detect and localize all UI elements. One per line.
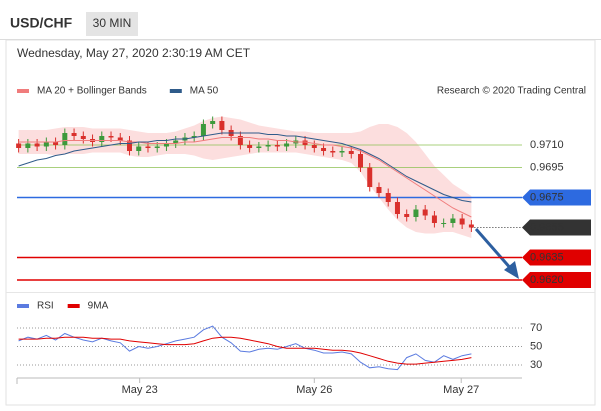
y-tick-label: 30 [530, 359, 542, 371]
candle-body [256, 146, 262, 148]
candle-body [431, 215, 437, 223]
legend-swatch [17, 304, 29, 308]
candle-body [367, 167, 373, 187]
candle-body [247, 145, 253, 148]
candle-body [358, 154, 363, 168]
candle-body [43, 142, 49, 147]
candle-body [136, 146, 142, 151]
legend-label: MA 50 [190, 86, 219, 97]
candle-body [145, 146, 151, 148]
level-tag [522, 189, 591, 206]
candle-body [154, 146, 160, 148]
legend-swatch [67, 304, 80, 308]
candle-body [450, 218, 456, 223]
x-tick-label: May 23 [122, 384, 158, 396]
legend-label: 9MA [88, 301, 109, 312]
candle-body [99, 136, 105, 142]
bollinger-band [18, 116, 472, 238]
candle-body [422, 209, 428, 216]
candle-body [34, 143, 40, 147]
symbol: USD/CHF [10, 15, 73, 31]
ma-line [18, 132, 472, 203]
level-tag [522, 272, 591, 288]
timeframe: 30 MIN [93, 16, 132, 30]
candle-body [117, 137, 123, 141]
candle-body [80, 136, 86, 139]
candle-body [219, 121, 225, 130]
candle-body [385, 193, 391, 202]
candle-body [321, 148, 327, 151]
candle-body [413, 209, 419, 217]
candle-body [265, 145, 271, 147]
rsi-line [18, 336, 472, 365]
x-tick-label: May 26 [296, 384, 332, 396]
candle-body [163, 143, 169, 147]
level-label: 0.9695 [530, 161, 564, 173]
level-label: 0.9675 [530, 191, 564, 203]
candle-body [127, 140, 132, 151]
candle-body [108, 136, 114, 138]
y-tick-label: 70 [530, 322, 542, 334]
candle-body [441, 223, 447, 224]
ma-line [18, 137, 472, 218]
candle-body [25, 143, 31, 148]
candle-body [191, 136, 197, 138]
level-tag [522, 249, 591, 266]
level-label: 0.9620 [530, 274, 564, 286]
candle-body [71, 133, 77, 136]
level-tag [522, 219, 591, 236]
candle-body [339, 151, 345, 153]
legend-label: MA 20 + Bollinger Bands [37, 86, 147, 97]
candle-body [173, 140, 179, 144]
level-label: 0.9710 [530, 139, 564, 151]
candle-body [376, 187, 382, 193]
candle-body [16, 143, 22, 148]
candle-body [302, 140, 308, 145]
candle-body [200, 124, 206, 136]
y-tick-label: 50 [530, 340, 542, 352]
candle-body [210, 121, 216, 124]
candle-body [237, 136, 243, 145]
legend-swatch [169, 89, 182, 93]
candle-body [468, 224, 474, 228]
level-label: 0.9655 [530, 221, 564, 233]
forecast-arrowhead [504, 261, 519, 279]
level-label: 0.9635 [530, 251, 564, 263]
candle-body [62, 133, 68, 145]
credit: Research © 2020 Trading Central [437, 86, 586, 97]
candle-body [459, 218, 465, 225]
timeframe-box [86, 12, 138, 36]
forecast-arrow [474, 228, 514, 271]
x-tick-label: May 27 [443, 384, 479, 396]
candle-body [330, 151, 336, 153]
candle-body [284, 143, 290, 147]
candle-body [394, 202, 400, 214]
candle-body [53, 142, 59, 145]
legend-label: RSI [37, 301, 54, 312]
timestamp: Wednesday, May 27, 2020 2:30:19 AM CET [17, 46, 251, 60]
candle-body [404, 214, 410, 217]
legend-swatch [17, 89, 29, 93]
candle-body [348, 151, 354, 154]
candle-body [274, 145, 280, 147]
candle-body [311, 145, 317, 148]
rsi-line [18, 325, 472, 371]
